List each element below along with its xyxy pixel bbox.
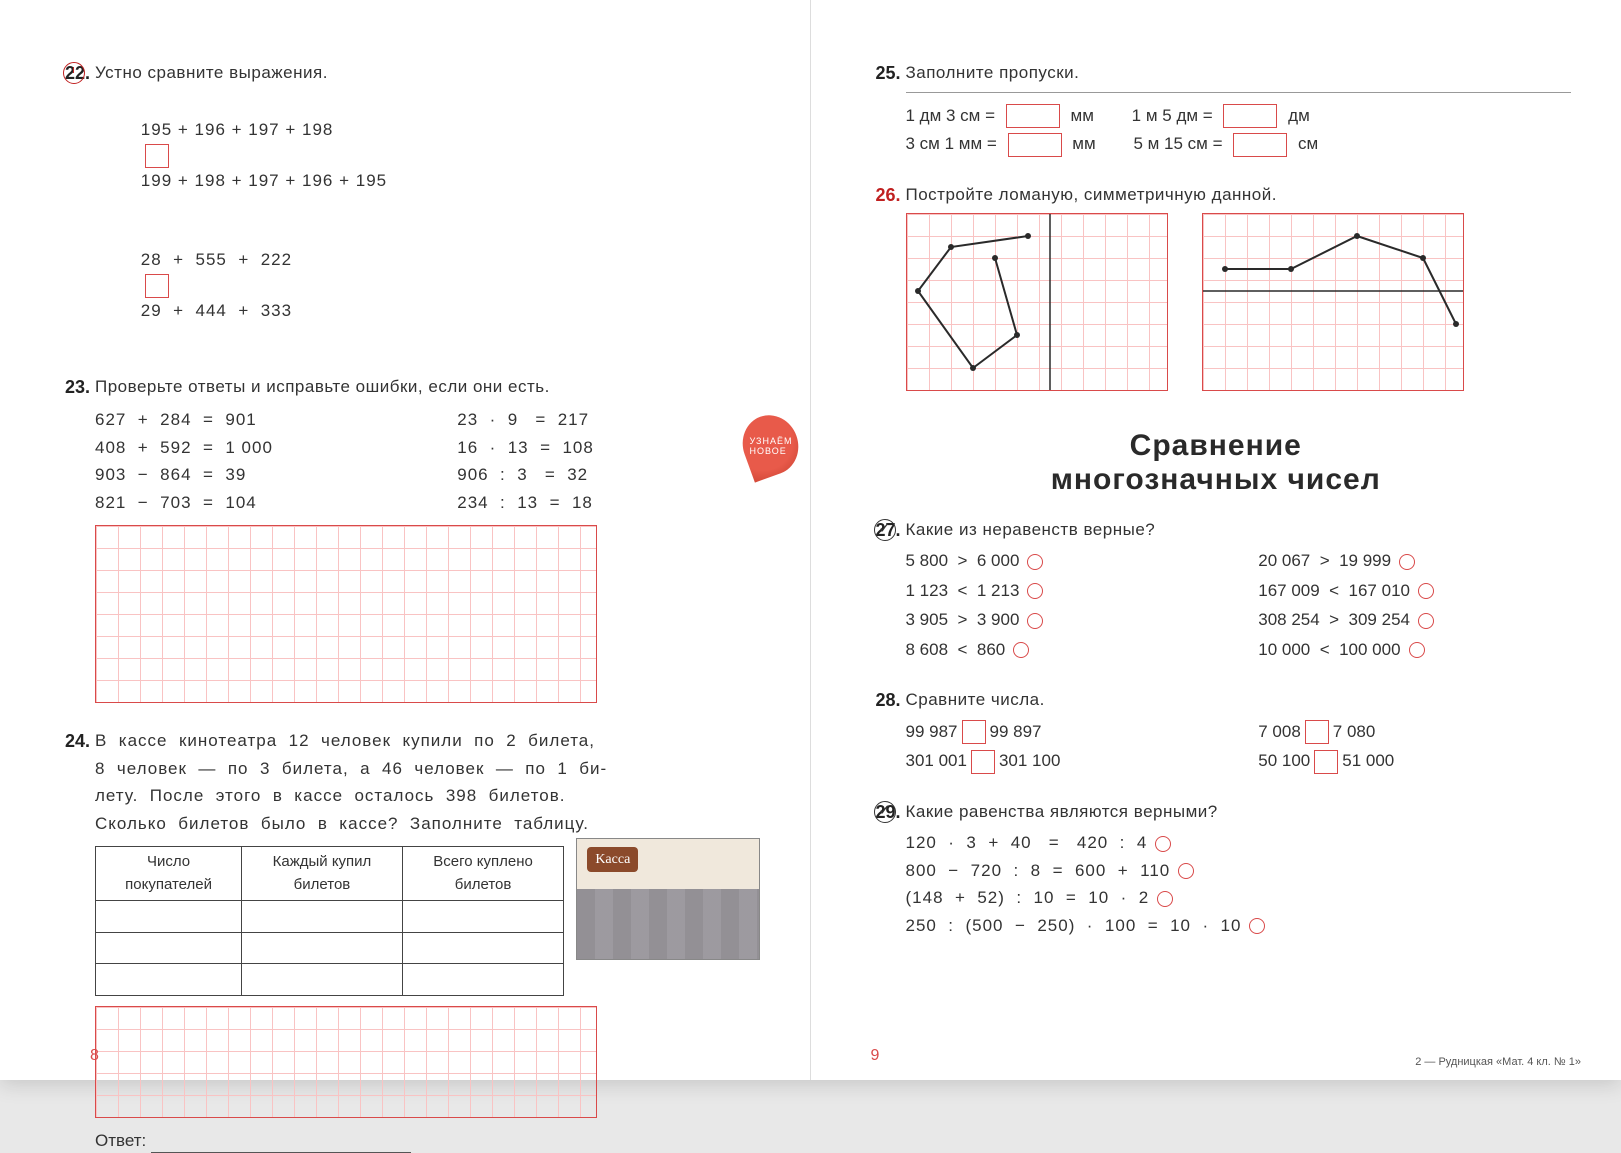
- table-header: Число покупателей: [96, 847, 242, 901]
- answer-circle[interactable]: [1399, 554, 1415, 570]
- exercise-number: 25.: [876, 60, 901, 87]
- answer-box[interactable]: [145, 144, 169, 168]
- ticket-table: Число покупателей Каждый купил билетов В…: [95, 846, 564, 996]
- answer-circle[interactable]: [1027, 583, 1043, 599]
- exercise-prompt: Заполните пропуски.: [906, 60, 1572, 86]
- footer-note: 2 — Рудницкая «Мат. 4 кл. № 1»: [1415, 1056, 1581, 1068]
- answer-box[interactable]: [1305, 720, 1329, 744]
- exercise-prompt: Какие из неравенств верные?: [906, 517, 1572, 543]
- answer-circle[interactable]: [1157, 891, 1173, 907]
- answer-circle[interactable]: [1418, 613, 1434, 629]
- answer-box[interactable]: [971, 750, 995, 774]
- equation-line: 195 + 196 + 197 + 198 199 + 198 + 197 + …: [95, 92, 760, 220]
- answer-box[interactable]: [1006, 104, 1060, 128]
- equation-col-right: 23 · 9 = 217 16 · 13 = 108 906 : 3 = 32 …: [457, 405, 759, 517]
- page-left: 22. Устно сравните выражения. 195 + 196 …: [0, 0, 811, 1080]
- answer-circle[interactable]: [1178, 863, 1194, 879]
- exercise-number: 28.: [876, 687, 901, 714]
- inequality-grid: 5 800 > 6 000 20 067 > 19 999 1 123 < 1 …: [906, 548, 1572, 662]
- fill-row: 1 дм 3 см = мм 1 м 5 дм = дм: [906, 103, 1572, 129]
- book-spread: 22. Устно сравните выражения. 195 + 196 …: [0, 0, 1621, 1080]
- exercise-prompt: Какие равенства являются верными?: [906, 799, 1572, 825]
- check-icon: ✓: [874, 519, 896, 541]
- fill-row: 3 см 1 мм = мм 5 м 15 см = см: [906, 131, 1572, 157]
- answer-box[interactable]: [1233, 133, 1287, 157]
- work-grid[interactable]: [95, 1006, 597, 1118]
- exercise-29: 29. ✓ Какие равенства являются верными? …: [906, 799, 1572, 939]
- compare-grid: 99 98799 897 7 0087 080 301 001301 100 5…: [906, 719, 1572, 774]
- answer-circle[interactable]: [1027, 613, 1043, 629]
- exercise-28: 28. Сравните числа. 99 98799 897 7 0087 …: [906, 687, 1572, 774]
- kassa-illustration: [576, 838, 759, 960]
- check-icon: ✓: [874, 801, 896, 823]
- equation-col-left: 627 + 284 = 901 408 + 592 = 1 000 903 − …: [95, 405, 397, 517]
- answer-blank[interactable]: [151, 1135, 411, 1153]
- answer-box[interactable]: [962, 720, 986, 744]
- answer-circle[interactable]: [1013, 642, 1029, 658]
- exercise-prompt: Устно сравните выражения.: [95, 60, 760, 86]
- exercise-23: 23. Проверьте ответы и исправьте ошибки,…: [95, 374, 760, 704]
- exercise-26: 26. Постройте ломаную, симметричную данн…: [906, 182, 1572, 399]
- page-number: 9: [871, 1047, 880, 1065]
- answer-circle[interactable]: [1418, 583, 1434, 599]
- table-header: Каждый купил билетов: [242, 847, 403, 901]
- section-title: Сравнение многозначных чисел: [861, 429, 1572, 497]
- answer-circle[interactable]: [1249, 918, 1265, 934]
- chart-row: [906, 213, 1572, 399]
- answer-box[interactable]: [1008, 133, 1062, 157]
- answer-circle[interactable]: [1027, 554, 1043, 570]
- answer-line: Ответ:: [95, 1128, 760, 1153]
- answer-circle[interactable]: [1409, 642, 1425, 658]
- answer-circle[interactable]: [1155, 836, 1171, 852]
- exercise-prompt: Проверьте ответы и исправьте ошибки, есл…: [95, 374, 760, 400]
- answer-box[interactable]: [145, 274, 169, 298]
- exercise-prompt: Постройте ломаную, симметричную данной.: [906, 182, 1572, 208]
- answer-box[interactable]: [1223, 104, 1277, 128]
- exercise-27: 27. ✓ Какие из неравенств верные? 5 800 …: [906, 517, 1572, 663]
- exercise-number: 23.: [65, 374, 90, 401]
- table-cell[interactable]: [96, 901, 242, 933]
- exercise-number: 26.: [876, 182, 901, 209]
- exercise-number: 24.: [65, 728, 90, 755]
- page-right: 25. Заполните пропуски. 1 дм 3 см = мм 1…: [811, 0, 1621, 1080]
- exercise-24: 24. В кассе кинотеатра 12 человек купили…: [95, 728, 760, 1153]
- symmetry-chart-2[interactable]: [1202, 213, 1464, 391]
- equation-line: 28 + 555 + 222 29 + 444 + 333: [95, 221, 760, 349]
- equation-columns: 627 + 284 = 901 408 + 592 = 1 000 903 − …: [95, 405, 760, 517]
- exercise-22: 22. Устно сравните выражения. 195 + 196 …: [95, 60, 760, 349]
- work-grid[interactable]: [95, 525, 597, 703]
- exercise-prompt: Сравните числа.: [906, 687, 1572, 713]
- answer-box[interactable]: [1314, 750, 1338, 774]
- exercise-25: 25. Заполните пропуски. 1 дм 3 см = мм 1…: [906, 60, 1572, 157]
- symmetry-chart-1[interactable]: [906, 213, 1168, 391]
- table-header: Всего куплено билетов: [402, 847, 563, 901]
- page-number: 8: [90, 1047, 99, 1065]
- clock-icon: [63, 62, 85, 84]
